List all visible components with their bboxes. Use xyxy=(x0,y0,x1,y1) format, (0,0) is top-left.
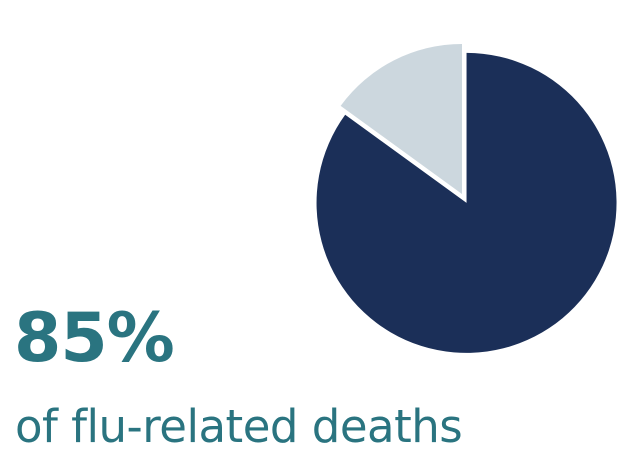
pie-slice-primary xyxy=(316,52,617,353)
stat-caption: of flu-related deaths xyxy=(15,400,463,453)
pie-slice-secondary xyxy=(340,44,462,194)
stat-value: 85% xyxy=(14,299,175,378)
pie-slices xyxy=(316,44,617,353)
